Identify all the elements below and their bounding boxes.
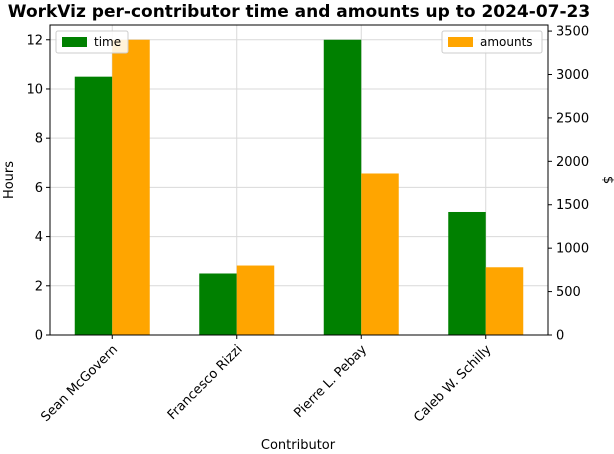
left-y-axis: 0 2 4 6 8 10 12 xyxy=(26,33,50,344)
right-y-axis-label: $ xyxy=(600,176,614,184)
left-y-tick-label: 2 xyxy=(35,279,43,294)
right-y-tick-label: 2500 xyxy=(556,111,589,126)
x-tick-label: Pierre L. Pebay xyxy=(291,342,370,421)
left-y-tick-label: 10 xyxy=(26,82,43,97)
bar-time xyxy=(74,76,113,336)
x-axis: Sean McGovern Francesco Rizzi Pierre L. Pe… xyxy=(38,335,495,426)
legend-label-time: time xyxy=(94,35,121,49)
left-y-tick-label: 0 xyxy=(35,329,43,344)
bar-time xyxy=(199,273,237,335)
left-y-tick-label: 12 xyxy=(26,33,43,48)
bar-amounts xyxy=(236,265,275,335)
bar-time xyxy=(323,39,362,336)
left-y-axis-label: Hours xyxy=(2,161,17,199)
right-y-tick-label: 2000 xyxy=(556,155,589,170)
x-tick-label: Caleb W. Schilly xyxy=(411,342,495,426)
bar-amounts xyxy=(485,267,524,335)
legend-swatch-amounts xyxy=(448,37,473,47)
bar-amounts xyxy=(112,39,150,336)
chart-title: WorkViz per-contributor time and amounts… xyxy=(8,2,590,22)
left-y-tick-label: 6 xyxy=(35,181,43,196)
right-y-tick-label: 1000 xyxy=(556,242,589,257)
bar-time xyxy=(448,211,486,335)
legend-amounts: amounts xyxy=(441,30,543,54)
legend-time: time xyxy=(55,30,129,54)
right-y-tick-label: 0 xyxy=(556,329,564,344)
legend-label-amounts: amounts xyxy=(480,35,533,49)
x-tick-label: Sean McGovern xyxy=(38,342,121,425)
right-y-tick-label: 3000 xyxy=(556,68,589,83)
right-y-tick-label: 500 xyxy=(556,285,581,300)
left-y-tick-label: 4 xyxy=(35,230,43,245)
plot-frame xyxy=(49,24,549,336)
right-y-axis: 0 500 1000 1500 2000 2500 3000 3500 xyxy=(548,25,589,344)
bars xyxy=(74,39,524,336)
legend-swatch-time xyxy=(62,37,87,47)
legend-box xyxy=(441,30,543,54)
x-axis-label: Contributor xyxy=(261,438,336,453)
legend-box xyxy=(55,30,129,54)
x-tick-label: Francesco Rizzi xyxy=(165,342,246,423)
right-y-tick-label: 1500 xyxy=(556,198,589,213)
right-y-tick-label: 3500 xyxy=(556,25,589,40)
left-y-tick-label: 8 xyxy=(35,132,43,147)
bar-amounts xyxy=(361,173,399,335)
